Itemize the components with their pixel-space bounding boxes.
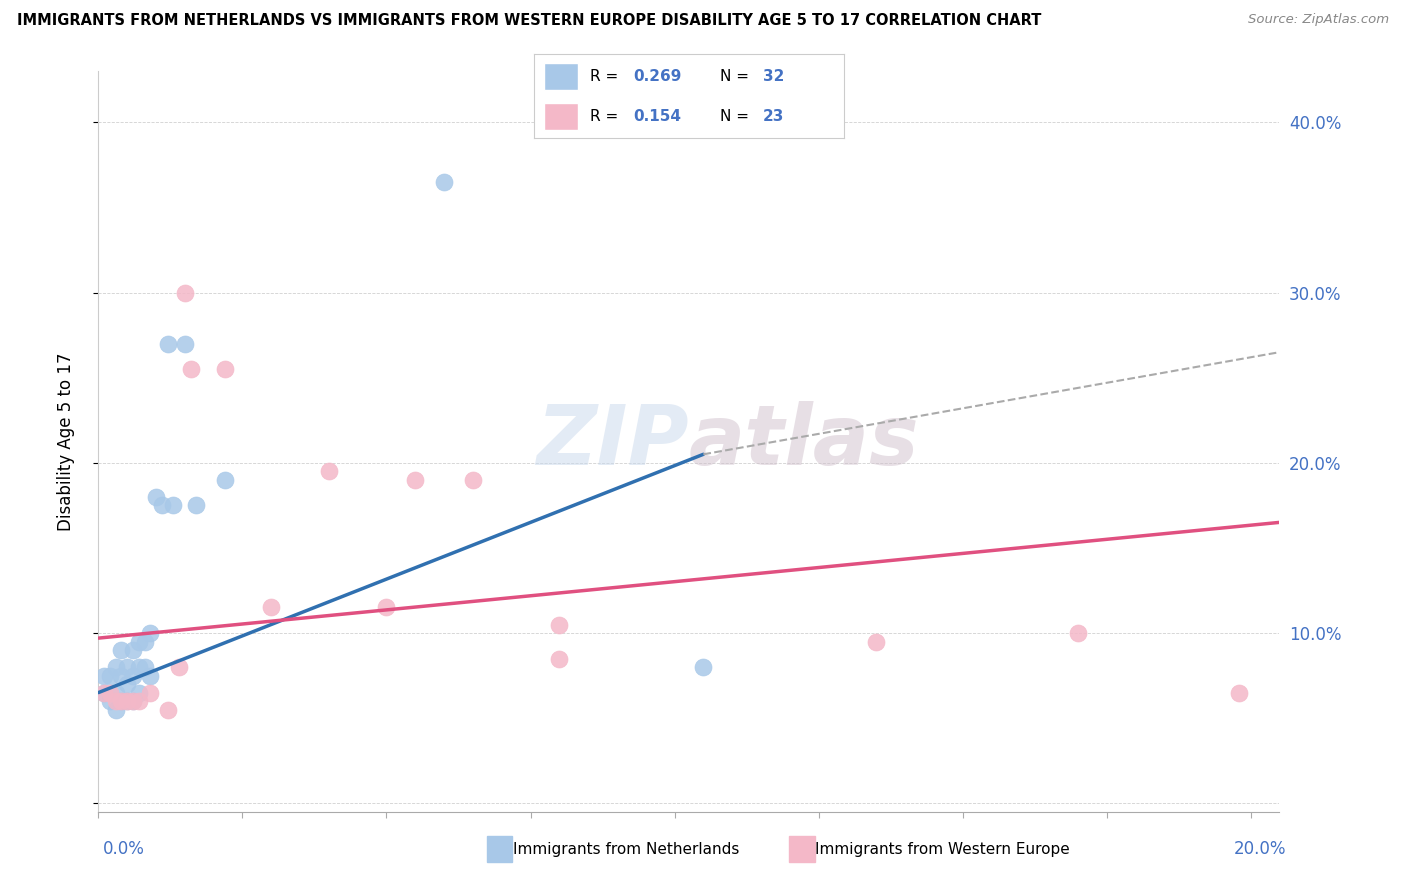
Point: [375, 600, 398, 615]
FancyBboxPatch shape: [544, 62, 578, 90]
Point: [260, 600, 283, 615]
Point: [93, 685, 115, 699]
Point: [548, 651, 571, 665]
Point: [128, 660, 150, 674]
Point: [122, 694, 145, 708]
Point: [110, 643, 132, 657]
Text: 32: 32: [763, 69, 785, 84]
Point: [173, 336, 195, 351]
Text: 0.154: 0.154: [633, 109, 682, 124]
Point: [128, 694, 150, 708]
Point: [404, 473, 426, 487]
Point: [110, 668, 132, 682]
Text: N =: N =: [720, 109, 754, 124]
Point: [461, 473, 484, 487]
Point: [104, 694, 127, 708]
Point: [139, 626, 162, 640]
Point: [214, 473, 236, 487]
Point: [93, 685, 115, 699]
Text: 0.269: 0.269: [633, 69, 682, 84]
Text: Immigrants from Netherlands: Immigrants from Netherlands: [513, 842, 740, 856]
Point: [139, 685, 162, 699]
Point: [139, 668, 162, 682]
Point: [1067, 626, 1090, 640]
Point: [180, 362, 202, 376]
Point: [134, 660, 156, 674]
Text: ZIP: ZIP: [536, 401, 689, 482]
Y-axis label: Disability Age 5 to 17: Disability Age 5 to 17: [56, 352, 75, 531]
Point: [110, 694, 132, 708]
FancyBboxPatch shape: [544, 103, 578, 130]
Point: [186, 499, 208, 513]
Point: [145, 490, 167, 504]
Text: IMMIGRANTS FROM NETHERLANDS VS IMMIGRANTS FROM WESTERN EUROPE DISABILITY AGE 5 T: IMMIGRANTS FROM NETHERLANDS VS IMMIGRANT…: [17, 13, 1042, 29]
Point: [122, 694, 145, 708]
Point: [214, 362, 236, 376]
Point: [162, 499, 184, 513]
Text: 0.0%: 0.0%: [103, 840, 145, 858]
Point: [156, 336, 179, 351]
Point: [865, 634, 887, 648]
Point: [122, 643, 145, 657]
Point: [98, 685, 121, 699]
Text: 23: 23: [763, 109, 785, 124]
Point: [115, 694, 138, 708]
Text: R =: R =: [591, 69, 623, 84]
Point: [548, 617, 571, 632]
Point: [167, 660, 190, 674]
Point: [150, 499, 173, 513]
Point: [93, 668, 115, 682]
Point: [104, 685, 127, 699]
Point: [110, 694, 132, 708]
Text: R =: R =: [591, 109, 623, 124]
Point: [98, 668, 121, 682]
Point: [318, 464, 340, 478]
Point: [156, 703, 179, 717]
Point: [128, 634, 150, 648]
Point: [104, 703, 127, 717]
Point: [115, 694, 138, 708]
Point: [1227, 685, 1250, 699]
Text: atlas: atlas: [689, 401, 920, 482]
Text: N =: N =: [720, 69, 754, 84]
Point: [128, 685, 150, 699]
Text: Source: ZipAtlas.com: Source: ZipAtlas.com: [1249, 13, 1389, 27]
Point: [122, 668, 145, 682]
Point: [115, 660, 138, 674]
Point: [692, 660, 714, 674]
Point: [173, 285, 195, 300]
Text: Immigrants from Western Europe: Immigrants from Western Europe: [815, 842, 1070, 856]
Point: [104, 660, 127, 674]
Point: [98, 694, 121, 708]
Text: 20.0%: 20.0%: [1234, 840, 1286, 858]
Point: [433, 175, 456, 189]
Point: [115, 677, 138, 691]
Point: [134, 634, 156, 648]
